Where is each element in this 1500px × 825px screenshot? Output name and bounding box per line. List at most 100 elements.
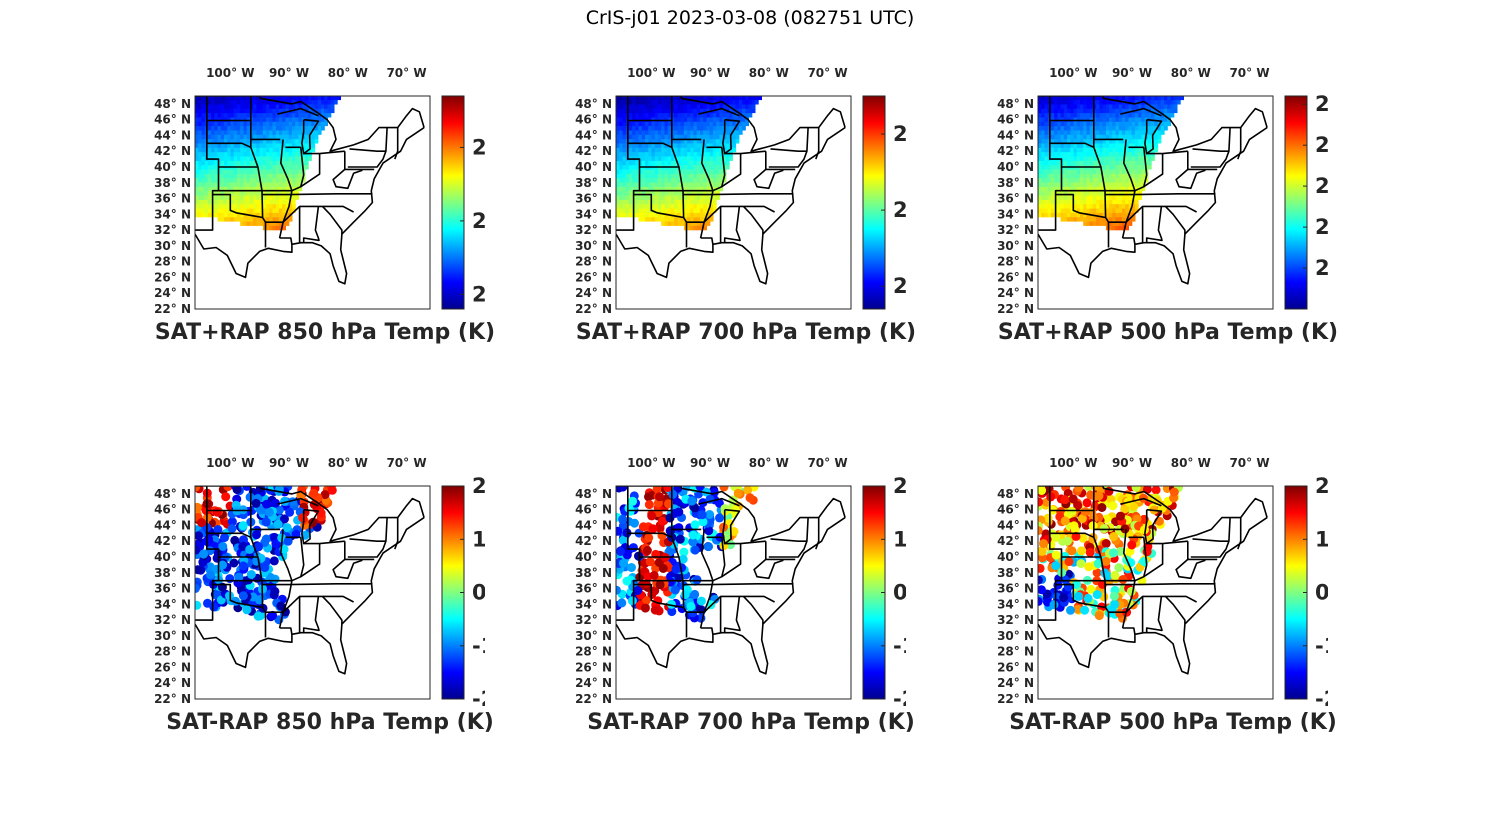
swath-cell [279, 190, 283, 196]
swath-cell [324, 96, 328, 101]
diff-dot [203, 598, 212, 608]
state-boundary [349, 148, 386, 152]
diff-dot [1110, 570, 1120, 580]
swath-cell [217, 108, 222, 114]
swath-cell [285, 147, 290, 153]
swath-cell [648, 138, 653, 144]
swath-cell [269, 134, 274, 140]
swath-cell [622, 147, 627, 153]
colorbar-tick-label: 230 [1315, 256, 1328, 280]
swath-cell [256, 147, 261, 153]
swath-cell [1141, 116, 1146, 122]
swath-cell [1086, 221, 1091, 226]
swath-cell [1141, 160, 1146, 166]
swath-cell [217, 99, 222, 105]
swath-cell [1063, 147, 1068, 153]
swath-cell [690, 138, 695, 144]
swath-cell [1047, 203, 1052, 209]
swath-cell [1112, 99, 1117, 105]
swath-cell [712, 134, 717, 140]
swath-cell [661, 186, 665, 192]
swath-cell [1070, 212, 1075, 218]
swath-cell [1141, 121, 1146, 127]
swath-cell [638, 177, 643, 183]
swath-cell [1099, 173, 1104, 179]
swath-cell [269, 169, 274, 174]
swath-cell [298, 173, 303, 179]
swath-cell [1096, 138, 1100, 144]
swath-cell [279, 138, 283, 144]
swath-cell [700, 186, 704, 192]
diff-dot [1084, 486, 1094, 492]
state-boundary [1144, 118, 1163, 155]
diff-dot [260, 563, 270, 573]
swath-cell [1102, 112, 1107, 118]
swath-cell [1080, 182, 1084, 187]
swath-cell [635, 147, 640, 153]
colorbar-tick-label: 1 [1315, 527, 1328, 551]
state-boundary [700, 627, 714, 635]
swath-cell [1063, 112, 1068, 118]
state-boundary [1190, 517, 1231, 558]
map-frame [194, 485, 431, 700]
swath-cell [1060, 112, 1065, 118]
lon-tick-label: 80° W [1171, 456, 1211, 470]
swath-cell [214, 190, 219, 196]
swath-cell [693, 156, 698, 161]
diff-dot [1038, 526, 1043, 536]
swath-cell [275, 173, 280, 179]
swath-cell [253, 112, 257, 118]
swath-cell [680, 125, 685, 131]
panel-sat-minus-rap-850: 100° W 90° W 80° W 70° W 48° N 46° N 44° N 42° … [145, 452, 494, 752]
swath-cell [198, 129, 202, 135]
swath-cell [282, 103, 286, 109]
swath-cell [635, 151, 640, 157]
swath-cell [1125, 129, 1129, 135]
swath-cell [275, 203, 280, 209]
swath-cell [690, 112, 695, 118]
swath-cell [249, 195, 254, 200]
swath-cell [719, 186, 724, 192]
state-boundary [1105, 583, 1216, 586]
swath-cell [712, 121, 717, 127]
lat-tick-label: 48° N [997, 97, 1034, 111]
colorbar [862, 95, 886, 310]
swath-cell [233, 121, 238, 127]
swath-cell [616, 96, 620, 101]
swath-cell [256, 108, 261, 114]
swath-cell [227, 134, 232, 140]
swath-cell [1076, 138, 1081, 144]
swath-cell [716, 108, 720, 114]
swath-cell [1096, 121, 1100, 127]
swath-cell [291, 99, 296, 105]
swath-cell [243, 112, 248, 118]
swath-cell [1044, 138, 1049, 144]
state-boundary [770, 538, 807, 542]
swath-cell [285, 116, 290, 122]
swath-cell [719, 96, 724, 101]
swath-cell [1073, 151, 1078, 157]
swath-cell [680, 108, 685, 114]
swath-cell [732, 129, 737, 135]
swath-cell [745, 121, 749, 127]
diff-dot [647, 511, 657, 521]
swath-cell [220, 203, 225, 209]
swath-cell [1044, 156, 1049, 161]
swath-cell [224, 138, 228, 144]
swath-cell [1086, 134, 1091, 140]
swath-cell [256, 160, 261, 166]
swath-cell [1109, 121, 1113, 127]
swath-cell [661, 138, 665, 144]
swath-cell [1122, 147, 1126, 153]
swath-cell [648, 125, 653, 131]
swath-cell [619, 96, 623, 101]
swath-cell [1125, 225, 1129, 231]
swath-cell [1138, 190, 1142, 196]
swath-cell [1115, 142, 1120, 148]
swath-cell [1083, 216, 1087, 222]
state-boundary [633, 193, 684, 219]
swath-cell [237, 177, 241, 183]
swath-cell [1060, 195, 1065, 200]
swath-cell [285, 138, 290, 144]
swath-cell [1134, 103, 1139, 109]
